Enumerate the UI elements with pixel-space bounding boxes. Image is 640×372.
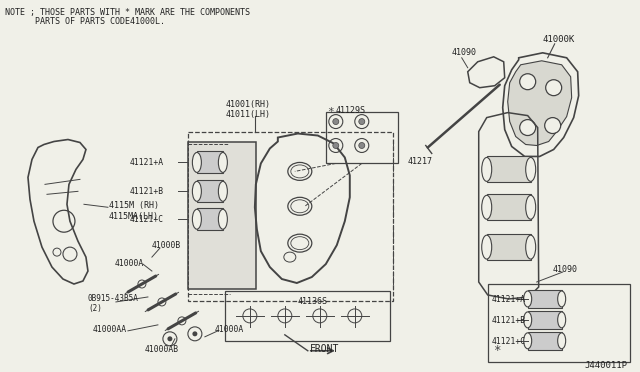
Text: PARTS OF PARTS CODE41000L.: PARTS OF PARTS CODE41000L. <box>5 17 165 26</box>
Circle shape <box>193 331 197 336</box>
Ellipse shape <box>218 209 227 229</box>
Ellipse shape <box>525 195 536 219</box>
Circle shape <box>545 118 561 134</box>
Circle shape <box>520 74 536 90</box>
Text: 41121+C: 41121+C <box>130 215 164 224</box>
Ellipse shape <box>524 312 532 328</box>
Text: 41000K: 41000K <box>543 35 575 44</box>
Circle shape <box>333 142 339 148</box>
Text: *: * <box>493 344 500 357</box>
Ellipse shape <box>482 157 492 182</box>
Text: FRONT: FRONT <box>310 344 339 354</box>
Text: 41121+B: 41121+B <box>130 187 164 196</box>
Circle shape <box>359 119 365 125</box>
Bar <box>486 194 531 220</box>
Bar <box>188 141 256 289</box>
Text: J440011P: J440011P <box>585 361 628 370</box>
Bar <box>528 332 562 350</box>
Text: 41000A: 41000A <box>115 259 144 268</box>
Text: *: * <box>327 107 333 116</box>
Bar <box>225 291 390 341</box>
Text: 41121+B: 41121+B <box>492 316 526 325</box>
Ellipse shape <box>193 182 202 201</box>
Circle shape <box>138 280 146 288</box>
Circle shape <box>178 317 186 325</box>
Ellipse shape <box>524 333 532 349</box>
Circle shape <box>168 336 172 341</box>
Ellipse shape <box>193 209 202 229</box>
Text: 4115M (RH)
4115MA(LH): 4115M (RH) 4115MA(LH) <box>109 201 159 221</box>
Bar <box>528 311 562 329</box>
Text: 41121+A: 41121+A <box>130 158 164 167</box>
Ellipse shape <box>218 182 227 201</box>
Circle shape <box>333 119 339 125</box>
Text: NOTE ; THOSE PARTS WITH * MARK ARE THE COMPONENTS: NOTE ; THOSE PARTS WITH * MARK ARE THE C… <box>5 8 250 17</box>
Bar <box>197 151 223 173</box>
Text: 41000AA: 41000AA <box>93 325 127 334</box>
Text: 41129S: 41129S <box>336 106 366 115</box>
Ellipse shape <box>557 333 566 349</box>
Circle shape <box>359 142 365 148</box>
Bar <box>188 132 393 301</box>
Ellipse shape <box>557 291 566 307</box>
Text: 41000AB: 41000AB <box>145 345 179 354</box>
Text: 41217: 41217 <box>408 157 433 166</box>
Text: 41090: 41090 <box>553 265 578 274</box>
Text: 41000A: 41000A <box>215 325 244 334</box>
Polygon shape <box>508 61 572 145</box>
Bar <box>197 180 223 202</box>
Bar <box>486 157 531 182</box>
Text: 41001(RH)
41011(LH): 41001(RH) 41011(LH) <box>225 100 270 119</box>
Bar <box>528 290 562 308</box>
Text: 41121+C: 41121+C <box>492 337 526 346</box>
Ellipse shape <box>482 235 492 259</box>
Ellipse shape <box>524 291 532 307</box>
Text: 41136S: 41136S <box>298 297 328 306</box>
Text: 41090: 41090 <box>452 48 477 57</box>
Ellipse shape <box>482 195 492 219</box>
Text: 41000B: 41000B <box>152 241 181 250</box>
Ellipse shape <box>193 153 202 172</box>
Bar <box>326 112 398 163</box>
Ellipse shape <box>525 235 536 259</box>
Ellipse shape <box>218 153 227 172</box>
Bar <box>488 284 630 362</box>
Circle shape <box>520 119 536 135</box>
Circle shape <box>546 80 562 96</box>
Text: 0B915-43B5A
(2): 0B915-43B5A (2) <box>88 294 139 313</box>
Ellipse shape <box>525 157 536 182</box>
Bar <box>486 234 531 260</box>
Circle shape <box>158 298 166 306</box>
Ellipse shape <box>557 312 566 328</box>
Bar <box>197 208 223 230</box>
Text: 41121+A: 41121+A <box>492 295 526 304</box>
